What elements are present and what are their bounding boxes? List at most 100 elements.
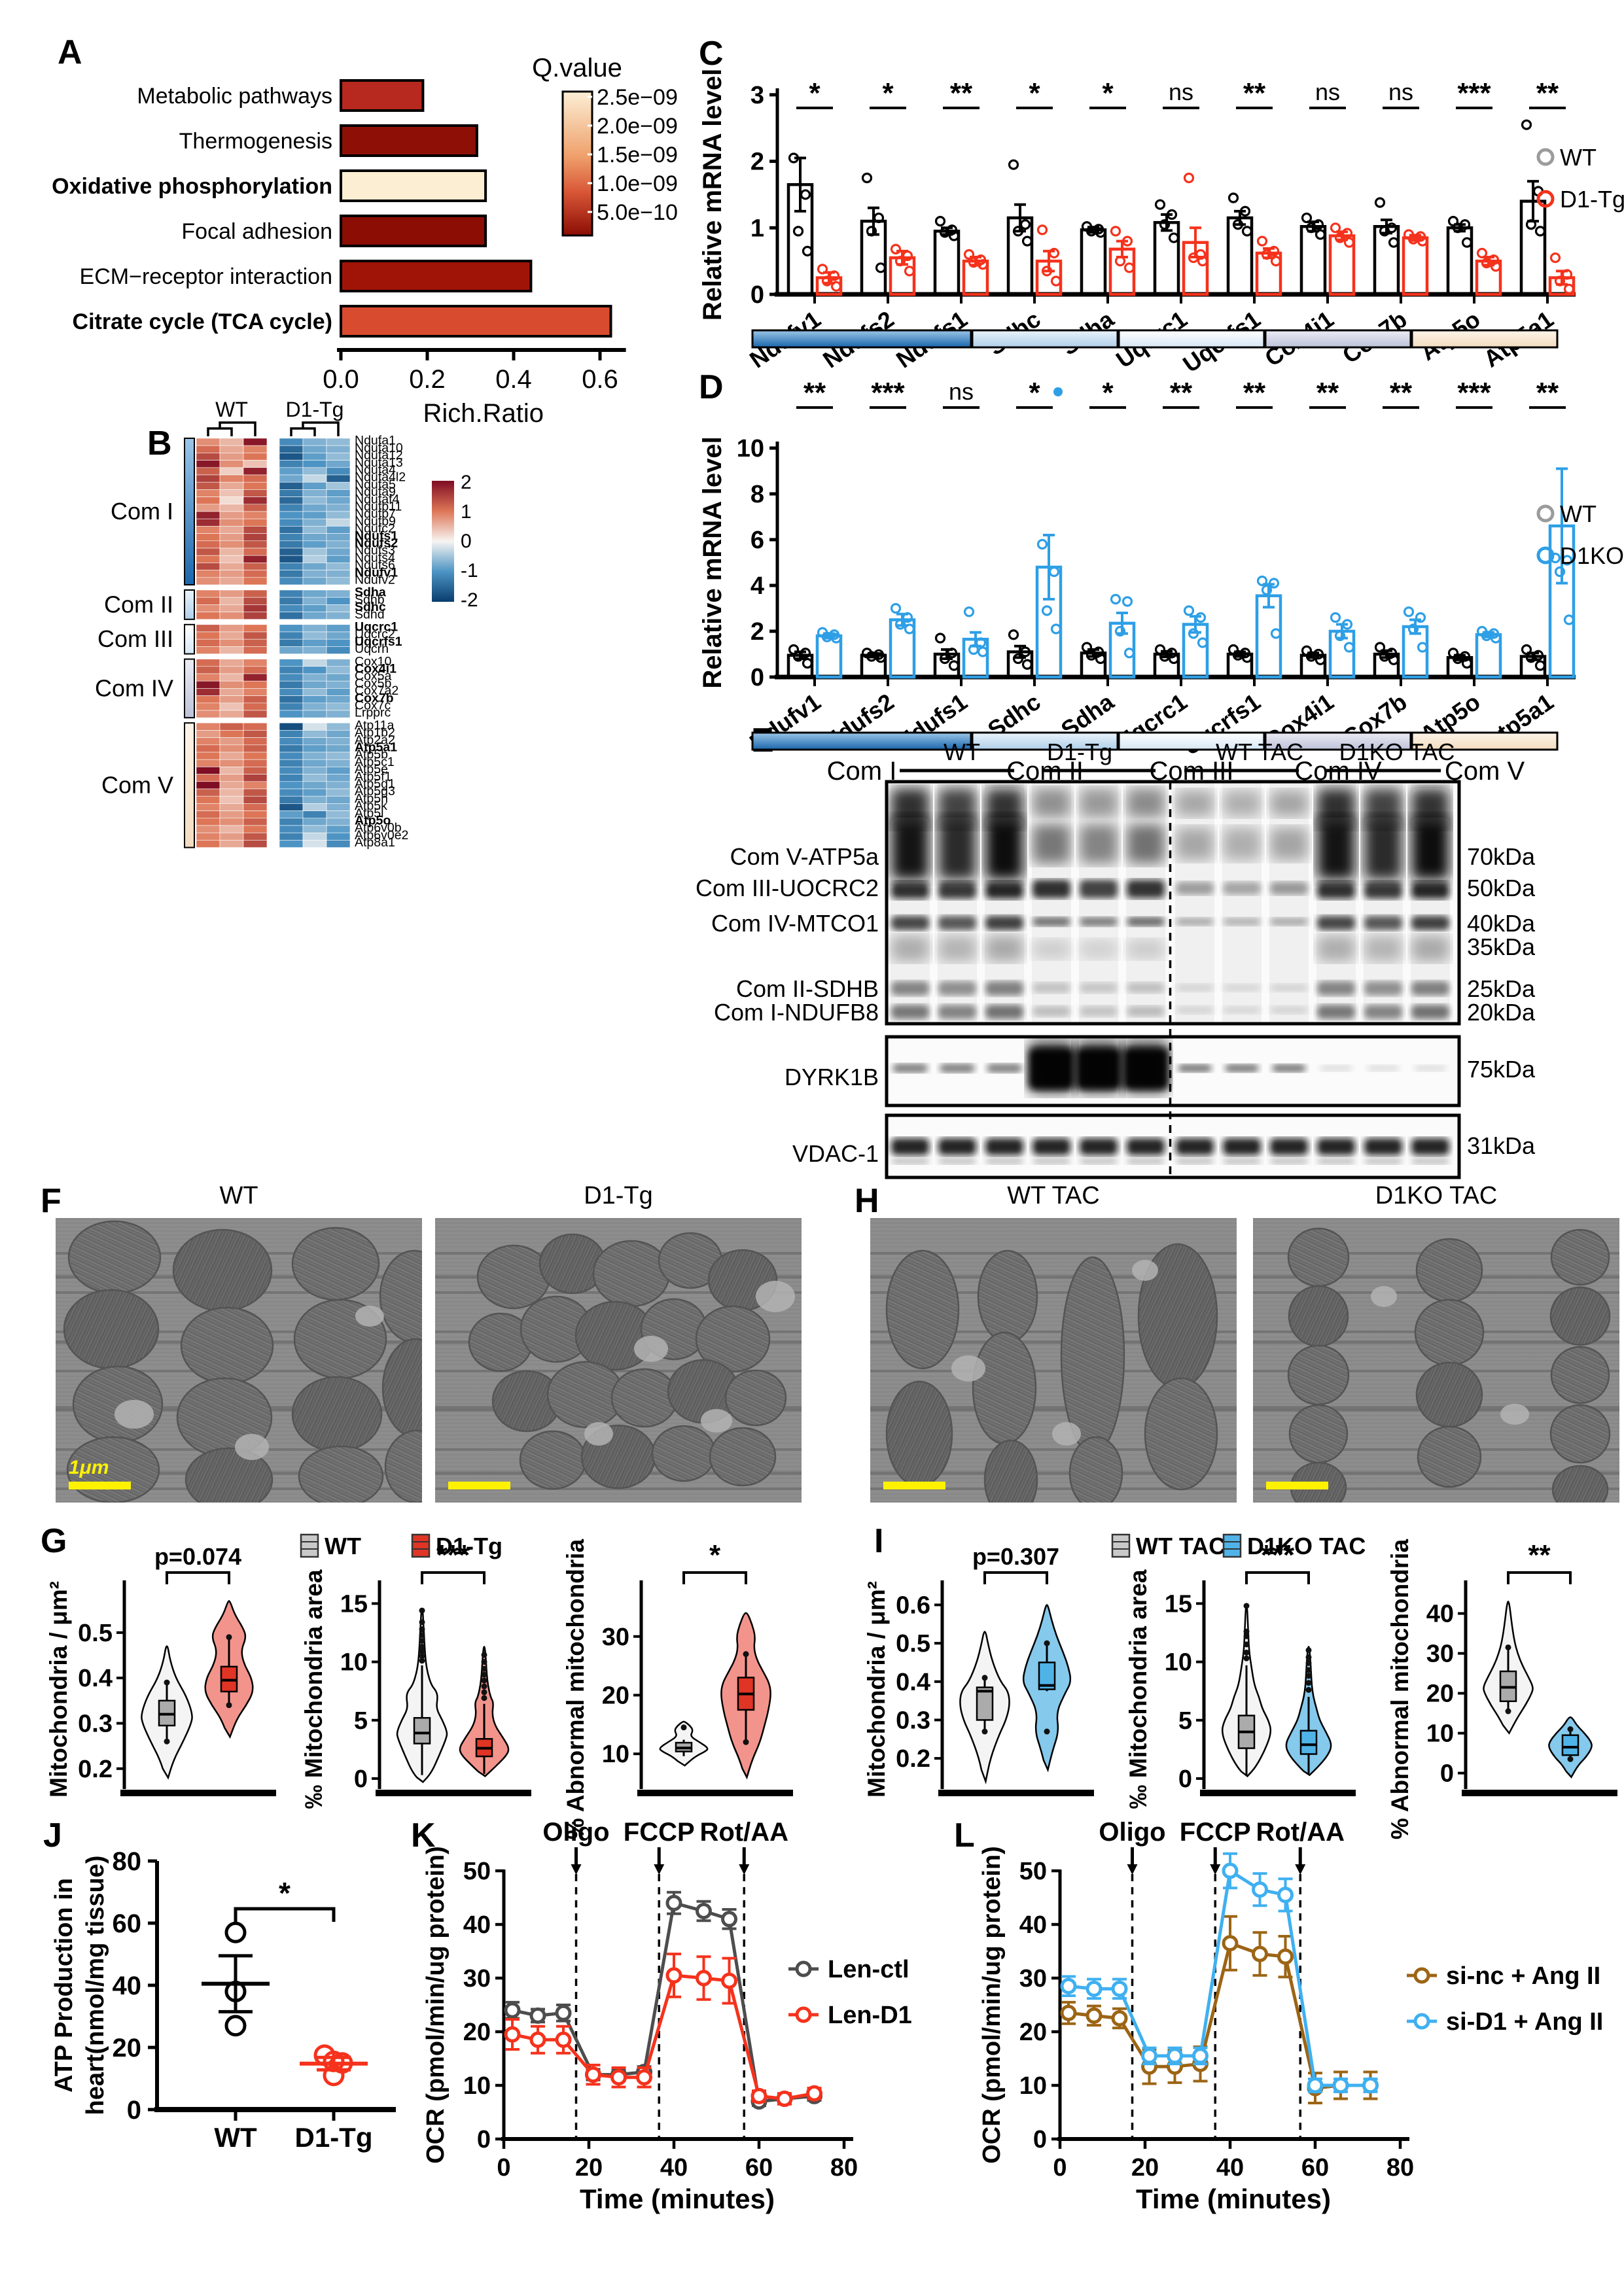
data-point bbox=[1521, 119, 1532, 130]
data-point bbox=[1415, 612, 1426, 623]
heatmap-cell bbox=[302, 624, 327, 633]
gene-row-label: Ndufa1 bbox=[355, 434, 396, 448]
gene-row-label: Ndufb9 bbox=[355, 514, 396, 529]
blot-band bbox=[1225, 1064, 1259, 1072]
data-point bbox=[1447, 648, 1459, 659]
blot-band bbox=[1270, 1158, 1308, 1164]
data-point bbox=[1012, 653, 1024, 665]
x-tick-label: 20 bbox=[575, 2154, 603, 2182]
colorbar-tick-label: 1.0e−09 bbox=[597, 171, 678, 196]
y-tick-label: 60 bbox=[113, 1909, 142, 1938]
heatmap-cell bbox=[302, 555, 327, 563]
legend-marker bbox=[1536, 504, 1555, 523]
sig-label: * bbox=[709, 1539, 721, 1571]
blot-row-label: VDAC-1 bbox=[792, 1140, 879, 1167]
data-point bbox=[1021, 659, 1033, 670]
heatmap-cell bbox=[196, 563, 221, 570]
heatmap-cell bbox=[279, 810, 304, 819]
blot-band bbox=[1176, 882, 1214, 895]
data-point bbox=[1417, 235, 1428, 247]
heatmap-cell bbox=[243, 774, 268, 782]
heatmap-cell bbox=[326, 604, 351, 612]
data-point bbox=[1095, 227, 1106, 238]
data-point bbox=[1315, 654, 1326, 665]
x-tick-label: 0.0 bbox=[323, 365, 359, 394]
heatmap-cell bbox=[243, 710, 268, 718]
heatmap-cell bbox=[302, 688, 327, 696]
y-tick-label: 30 bbox=[602, 1624, 629, 1651]
heatmap-cell bbox=[219, 453, 244, 461]
data-point bbox=[1019, 219, 1031, 230]
blot-band bbox=[985, 882, 1023, 899]
series-point bbox=[1111, 1980, 1128, 1997]
heatmap-cell bbox=[279, 555, 304, 563]
y-axis-title: heart(nmol/mg tissue) bbox=[82, 1856, 109, 2115]
heatmap-cell bbox=[243, 489, 268, 497]
blot-band bbox=[985, 1138, 1023, 1155]
x-axis-title: Time (minutes) bbox=[580, 2183, 775, 2214]
blot-band bbox=[1080, 1138, 1118, 1155]
blot-band bbox=[940, 1064, 975, 1073]
heatmap-cell bbox=[279, 624, 304, 633]
heatmap-cell bbox=[219, 589, 244, 598]
heatmap-cell bbox=[326, 803, 351, 811]
x-tick-label: 60 bbox=[1301, 2154, 1329, 2182]
x-tick-label: 80 bbox=[1386, 2154, 1414, 2182]
heatmap-cell bbox=[279, 767, 304, 774]
data-point bbox=[1388, 237, 1400, 248]
blot-band bbox=[1272, 1064, 1306, 1072]
gene-row-label: Atp5h bbox=[355, 791, 388, 806]
sig-label: * bbox=[882, 77, 894, 109]
heatmap-cell bbox=[302, 604, 327, 612]
heatmap-cell bbox=[243, 540, 268, 549]
blot-band bbox=[985, 818, 1023, 880]
complex-bar bbox=[1411, 731, 1559, 751]
complex-group-bar bbox=[184, 722, 195, 848]
y-tick-label: 10 bbox=[1019, 2072, 1047, 2100]
heatmap-cell bbox=[243, 570, 268, 578]
mean-bar bbox=[1080, 228, 1107, 296]
heatmap-cell bbox=[326, 825, 351, 833]
heatmap-cell bbox=[326, 744, 351, 753]
heatmap-cell bbox=[326, 597, 351, 605]
blot-band bbox=[891, 935, 929, 962]
heatmap-cell bbox=[302, 722, 327, 731]
data-point bbox=[894, 256, 906, 267]
data-point bbox=[1095, 653, 1106, 665]
sig-label: * bbox=[1029, 377, 1040, 409]
heatmap-cell bbox=[279, 832, 304, 841]
blot-band bbox=[1411, 818, 1449, 880]
legend-label: D1KO bbox=[1560, 542, 1624, 569]
legend-marker bbox=[1413, 2013, 1430, 2030]
heatmap-cell bbox=[196, 759, 221, 767]
heatmap-cell bbox=[279, 589, 304, 598]
heatmap-cell bbox=[196, 659, 221, 667]
data-point bbox=[830, 281, 842, 292]
heatmap-cell bbox=[196, 744, 221, 753]
data-point bbox=[963, 606, 975, 617]
heatmap-cell bbox=[243, 752, 268, 760]
data-point bbox=[1154, 199, 1166, 210]
data-point bbox=[890, 602, 902, 614]
outlier-dot bbox=[481, 1652, 487, 1658]
complex-bar bbox=[1118, 329, 1265, 349]
complex-bar bbox=[1118, 731, 1265, 751]
gene-row-label: Cox5b bbox=[355, 676, 392, 691]
injection-label: Rot/AA bbox=[1256, 1818, 1345, 1847]
heatmap-cell bbox=[219, 555, 244, 563]
heatmap-cell bbox=[279, 638, 304, 647]
blot-band bbox=[1080, 1006, 1118, 1017]
em-image bbox=[435, 1218, 802, 1503]
y-tick-label: 20 bbox=[113, 2034, 142, 2062]
data-point bbox=[1561, 555, 1573, 566]
heatmap-cell bbox=[243, 695, 268, 704]
outlier-dot bbox=[1305, 1660, 1312, 1666]
blot-band bbox=[938, 935, 976, 962]
sig-label: p=0.307 bbox=[972, 1543, 1059, 1570]
gene-row-label: Atp5o bbox=[355, 814, 391, 828]
y-tick-label: 0.6 bbox=[896, 1592, 930, 1619]
sig-bracket bbox=[1245, 1571, 1310, 1584]
outlier-dot bbox=[1567, 1726, 1574, 1732]
kda-label: 50kDa bbox=[1467, 875, 1536, 901]
gene-row-label: Cox4i1 bbox=[355, 662, 397, 676]
